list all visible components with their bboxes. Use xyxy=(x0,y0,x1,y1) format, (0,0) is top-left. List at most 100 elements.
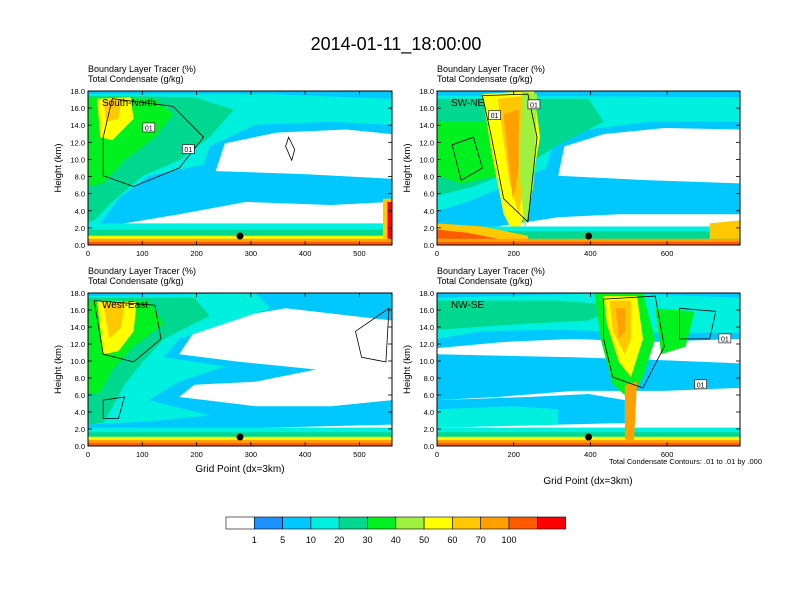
y-tick-label: 14.0 xyxy=(419,323,434,332)
panel-title-line1: Boundary Layer Tracer (%) xyxy=(437,266,545,276)
tracer-region xyxy=(624,381,637,440)
condensate-contour xyxy=(481,93,538,223)
panel-title-line2: Total Condensate (g/kg) xyxy=(88,74,184,84)
y-tick-label: 2.0 xyxy=(424,224,434,233)
y-tick-label: 6.0 xyxy=(75,190,85,199)
tracer-region xyxy=(437,406,559,428)
x-tick-label: 500 xyxy=(353,450,366,459)
y-tick-label: 10.0 xyxy=(419,155,434,164)
y-tick-label: 4.0 xyxy=(75,207,85,216)
x-axis-label: Grid Point (dx=3km) xyxy=(195,464,284,475)
plot-frame xyxy=(436,90,741,246)
x-tick-label: 100 xyxy=(136,450,149,459)
tracer-region xyxy=(503,109,519,199)
contour-label: 01 xyxy=(184,147,192,154)
panel-title-line2: Total Condensate (g/kg) xyxy=(437,276,533,286)
contour-label: 01 xyxy=(721,336,729,343)
x-tick-label: 0 xyxy=(86,249,90,258)
colorbar-label: 20 xyxy=(334,535,344,545)
panel-west-east: Boundary Layer Tracer (%)Total Condensat… xyxy=(53,266,393,475)
y-tick-label: 4.0 xyxy=(424,408,434,417)
panel-label: NW-SE xyxy=(451,300,484,311)
tracer-region xyxy=(387,201,392,239)
colorbar-label: 70 xyxy=(476,535,486,545)
colorbar-cell xyxy=(254,516,283,530)
contour-label-box xyxy=(718,333,732,344)
y-tick-label: 2.0 xyxy=(75,425,85,434)
panel-label: SW-NE xyxy=(451,98,484,109)
panel-nw-se: Boundary Layer Tracer (%)Total Condensat… xyxy=(402,266,741,459)
plot-frame xyxy=(436,292,741,447)
x-axis-label: Grid Point (dx=3km) xyxy=(543,476,632,487)
colorbar-label: 50 xyxy=(419,535,429,545)
contour-label-box xyxy=(694,379,707,390)
y-tick-label: 12.0 xyxy=(419,340,434,349)
y-tick-label: 14.0 xyxy=(419,121,434,130)
colorbar-cell xyxy=(367,516,397,530)
panel-title-line1: Boundary Layer Tracer (%) xyxy=(437,64,545,74)
panel-title-line1: Boundary Layer Tracer (%) xyxy=(88,266,196,276)
x-tick-label: 600 xyxy=(661,249,674,258)
condensate-contour xyxy=(355,307,390,363)
colorbar-cell xyxy=(452,516,481,530)
tracer-region xyxy=(709,220,740,239)
y-tick-label: 0.0 xyxy=(75,442,85,451)
y-tick-label: 14.0 xyxy=(70,323,85,332)
x-tick-label: 200 xyxy=(190,450,203,459)
tracer-region xyxy=(615,308,625,339)
y-tick-label: 18.0 xyxy=(419,289,434,298)
y-tick-label: 8.0 xyxy=(75,374,85,383)
condensate-contour xyxy=(102,98,205,187)
y-tick-label: 16.0 xyxy=(419,306,434,315)
colorbar-cell xyxy=(310,516,340,530)
colorbar-cell xyxy=(338,516,368,530)
location-marker xyxy=(585,433,592,441)
location-marker xyxy=(585,232,592,240)
x-tick-label: 200 xyxy=(190,249,203,258)
condensate-contour xyxy=(93,300,162,363)
plot-frame xyxy=(87,90,393,246)
condensate-contour xyxy=(679,307,717,340)
location-marker xyxy=(236,433,244,441)
colorbar-label: 30 xyxy=(362,535,372,545)
contour-label-box xyxy=(142,122,156,133)
colorbar-label: 1 xyxy=(252,535,257,545)
panel-label: South-North xyxy=(102,98,156,109)
panel-south-north: Boundary Layer Tracer (%)Total Condensat… xyxy=(53,64,393,258)
y-tick-label: 4.0 xyxy=(75,408,85,417)
contour-label-box xyxy=(182,144,195,154)
x-tick-label: 100 xyxy=(136,249,149,258)
panels: Boundary Layer Tracer (%)Total Condensat… xyxy=(53,64,741,487)
tracer-region xyxy=(103,303,125,339)
x-tick-label: 300 xyxy=(245,450,258,459)
y-tick-label: 12.0 xyxy=(70,138,85,147)
y-tick-label: 10.0 xyxy=(419,357,434,366)
condensate-contour xyxy=(102,396,126,419)
contour-label-box xyxy=(527,99,541,110)
plot-frame xyxy=(87,292,393,447)
x-tick-label: 0 xyxy=(435,249,439,258)
x-tick-label: 400 xyxy=(584,249,597,258)
y-tick-label: 16.0 xyxy=(70,306,85,315)
colorbar-cell xyxy=(423,516,453,530)
y-axis-label: Height (km) xyxy=(402,143,413,192)
tracer-region xyxy=(655,308,695,355)
x-tick-label: 400 xyxy=(299,249,312,258)
y-tick-label: 4.0 xyxy=(424,207,434,216)
colorbar-cell xyxy=(282,516,312,530)
y-tick-label: 18.0 xyxy=(419,87,434,96)
contour-footnote: Total Condensate Contours: .01 to .01 by… xyxy=(609,457,762,466)
y-tick-label: 8.0 xyxy=(75,173,85,182)
y-tick-label: 12.0 xyxy=(70,340,85,349)
y-tick-label: 0.0 xyxy=(424,442,434,451)
x-tick-label: 500 xyxy=(353,249,366,258)
contour-label: 01 xyxy=(491,113,499,120)
y-tick-label: 6.0 xyxy=(424,391,434,400)
tracer-region xyxy=(437,442,740,446)
location-marker xyxy=(236,232,244,240)
contour-label: 01 xyxy=(530,102,538,109)
x-tick-label: 0 xyxy=(86,450,90,459)
tracer-region xyxy=(437,241,740,245)
panel-title-line2: Total Condensate (g/kg) xyxy=(437,74,533,84)
panel-sw-ne: Boundary Layer Tracer (%)Total Condensat… xyxy=(402,64,741,258)
